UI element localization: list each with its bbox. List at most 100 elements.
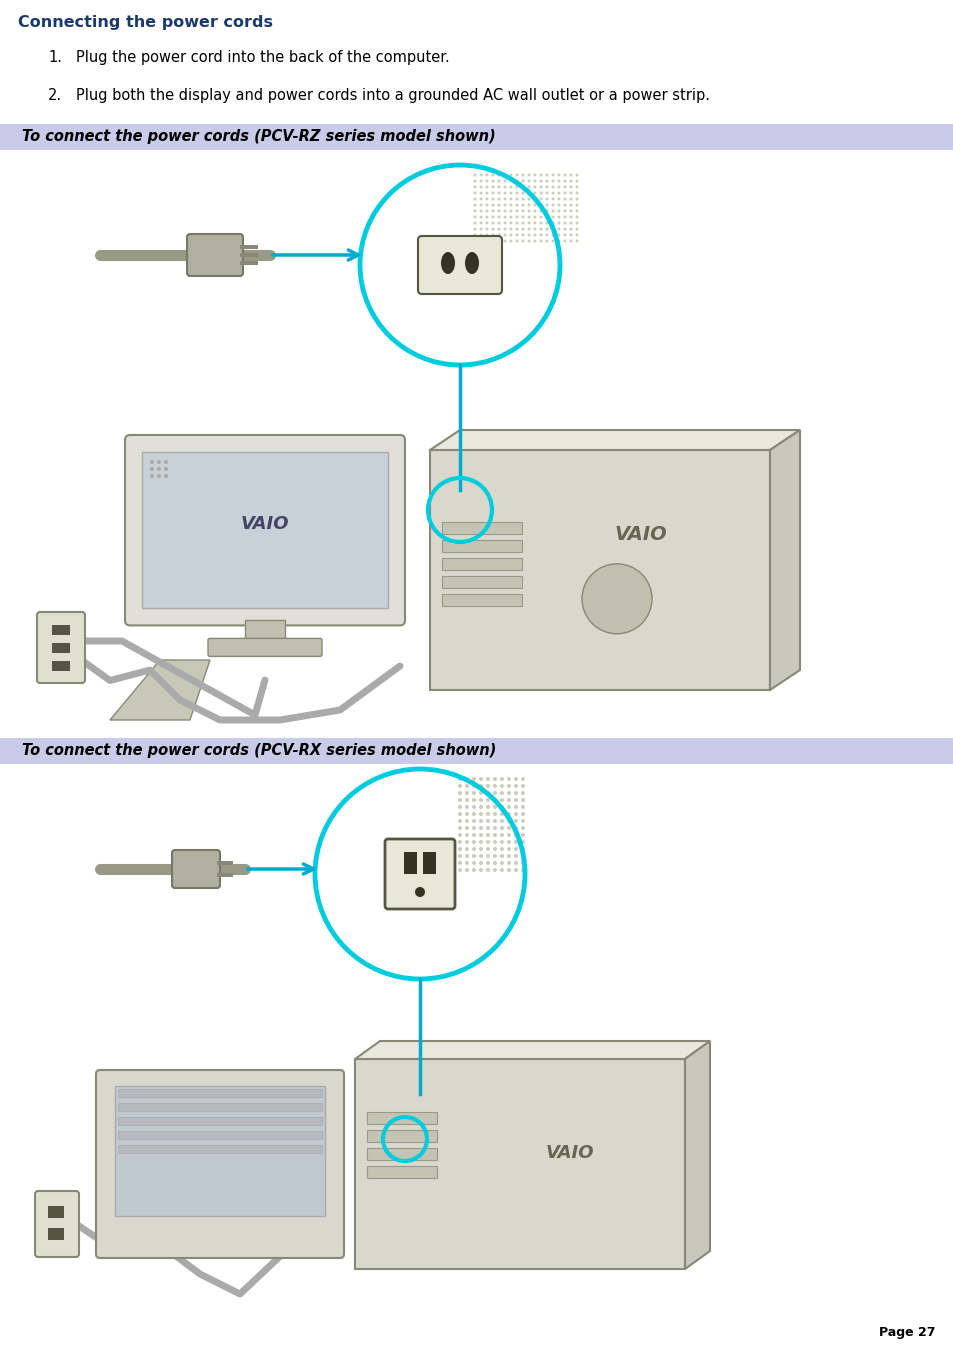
Circle shape	[493, 805, 497, 809]
Text: To connect the power cords (PCV-RX series model shown): To connect the power cords (PCV-RX serie…	[22, 743, 496, 758]
Circle shape	[533, 216, 536, 219]
Circle shape	[478, 777, 482, 781]
Text: To connect the power cords (PCV-RZ series model shown): To connect the power cords (PCV-RZ serie…	[22, 130, 496, 145]
Circle shape	[509, 234, 512, 236]
Circle shape	[473, 227, 476, 231]
Circle shape	[514, 819, 517, 823]
Circle shape	[569, 216, 572, 219]
Circle shape	[478, 867, 482, 871]
Circle shape	[545, 234, 548, 236]
Circle shape	[497, 204, 500, 207]
Circle shape	[563, 227, 566, 231]
Circle shape	[503, 185, 506, 189]
Circle shape	[515, 173, 518, 177]
FancyBboxPatch shape	[0, 765, 953, 1315]
Circle shape	[497, 180, 500, 182]
Text: Page 27: Page 27	[879, 1325, 935, 1339]
Circle shape	[457, 777, 461, 781]
Circle shape	[464, 784, 469, 788]
Circle shape	[521, 192, 524, 195]
Bar	[240, 253, 257, 257]
Circle shape	[527, 204, 530, 207]
Circle shape	[485, 173, 488, 177]
Circle shape	[527, 192, 530, 195]
Circle shape	[473, 204, 476, 207]
FancyBboxPatch shape	[172, 850, 220, 888]
Circle shape	[545, 239, 548, 242]
Circle shape	[506, 798, 511, 802]
Circle shape	[473, 192, 476, 195]
Circle shape	[515, 209, 518, 212]
Bar	[118, 1089, 322, 1097]
Circle shape	[497, 173, 500, 177]
Circle shape	[551, 173, 554, 177]
Bar	[52, 626, 70, 635]
Circle shape	[521, 216, 524, 219]
Circle shape	[551, 209, 554, 212]
Circle shape	[533, 204, 536, 207]
Circle shape	[539, 173, 542, 177]
Circle shape	[491, 209, 494, 212]
Circle shape	[551, 204, 554, 207]
FancyBboxPatch shape	[0, 150, 953, 730]
Circle shape	[509, 197, 512, 200]
Ellipse shape	[464, 253, 478, 274]
Circle shape	[503, 204, 506, 207]
Circle shape	[520, 847, 524, 851]
Circle shape	[464, 854, 469, 858]
Circle shape	[520, 819, 524, 823]
Circle shape	[506, 847, 511, 851]
Circle shape	[491, 222, 494, 224]
Circle shape	[506, 854, 511, 858]
Circle shape	[503, 209, 506, 212]
Circle shape	[491, 197, 494, 200]
Circle shape	[472, 819, 476, 823]
Circle shape	[520, 854, 524, 858]
Circle shape	[157, 467, 161, 471]
Circle shape	[497, 185, 500, 189]
Circle shape	[533, 197, 536, 200]
Circle shape	[569, 173, 572, 177]
Text: Plug both the display and power cords into a grounded AC wall outlet or a power : Plug both the display and power cords in…	[76, 88, 709, 103]
Circle shape	[569, 192, 572, 195]
Circle shape	[485, 239, 488, 242]
Circle shape	[509, 227, 512, 231]
Circle shape	[472, 790, 476, 794]
Circle shape	[457, 790, 461, 794]
Polygon shape	[684, 1042, 709, 1269]
Circle shape	[485, 867, 490, 871]
Circle shape	[563, 234, 566, 236]
Circle shape	[464, 798, 469, 802]
Circle shape	[491, 227, 494, 231]
Circle shape	[506, 812, 511, 816]
Circle shape	[539, 192, 542, 195]
Circle shape	[551, 216, 554, 219]
Circle shape	[514, 825, 517, 830]
Circle shape	[520, 867, 524, 871]
Circle shape	[506, 790, 511, 794]
Circle shape	[499, 784, 503, 788]
Circle shape	[491, 185, 494, 189]
Circle shape	[479, 216, 482, 219]
Circle shape	[575, 209, 578, 212]
Circle shape	[485, 185, 488, 189]
Circle shape	[164, 459, 168, 463]
Circle shape	[503, 197, 506, 200]
Circle shape	[520, 834, 524, 838]
FancyBboxPatch shape	[245, 620, 285, 640]
Circle shape	[533, 222, 536, 224]
Circle shape	[563, 197, 566, 200]
Circle shape	[557, 180, 560, 182]
Circle shape	[485, 180, 488, 182]
Polygon shape	[110, 661, 210, 720]
Circle shape	[472, 840, 476, 844]
Circle shape	[473, 222, 476, 224]
Circle shape	[464, 847, 469, 851]
Circle shape	[545, 192, 548, 195]
Circle shape	[457, 861, 461, 865]
Circle shape	[485, 861, 490, 865]
Circle shape	[503, 227, 506, 231]
Bar	[48, 1228, 64, 1240]
Circle shape	[551, 239, 554, 242]
Circle shape	[527, 216, 530, 219]
